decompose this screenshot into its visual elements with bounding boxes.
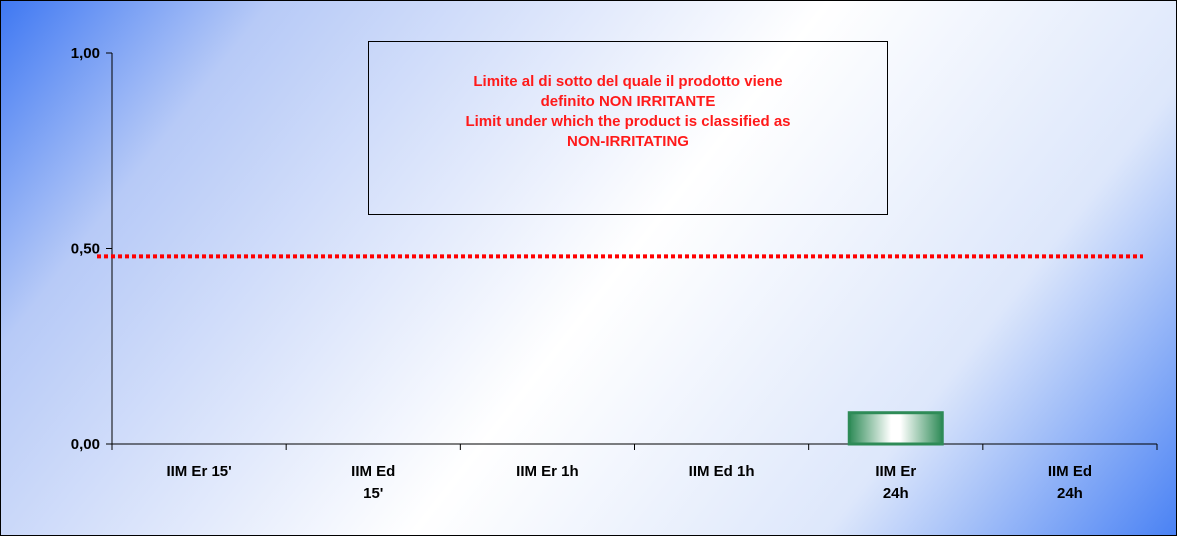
x-tick-label: IIM Ed 1h <box>689 463 755 480</box>
x-tick-label: 24h <box>1057 485 1083 502</box>
y-tick-label: 0,50 <box>71 241 100 258</box>
annotation-line: Limit under which the product is classif… <box>465 113 791 130</box>
annotation-text: Limite al di sotto del quale il prodotto… <box>388 72 868 214</box>
annotation-box: Limite al di sotto del quale il prodotto… <box>368 41 888 215</box>
annotation-line: definito NON IRRITANTE <box>540 93 716 110</box>
x-tick-label: 24h <box>883 485 909 502</box>
annotation-line: Limite al di sotto del quale il prodotto… <box>473 73 783 90</box>
x-tick-label: IIM Er 15' <box>166 463 231 480</box>
x-tick-label: 15' <box>363 485 383 502</box>
y-tick-label: 0,00 <box>71 436 100 453</box>
bar <box>847 411 944 446</box>
y-tick-label: 1,00 <box>71 45 100 62</box>
x-tick-label: IIM Ed <box>351 463 395 480</box>
x-tick-label: IIM Ed <box>1048 463 1092 480</box>
annotation-line: NON-IRRITATING <box>567 133 689 150</box>
x-tick-label: IIM Er <box>875 463 916 480</box>
x-tick-label: IIM Er 1h <box>516 463 579 480</box>
